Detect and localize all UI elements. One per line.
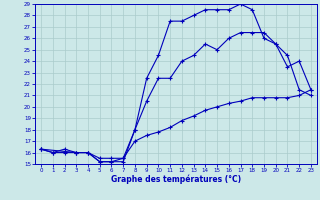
X-axis label: Graphe des températures (°C): Graphe des températures (°C) <box>111 175 241 184</box>
